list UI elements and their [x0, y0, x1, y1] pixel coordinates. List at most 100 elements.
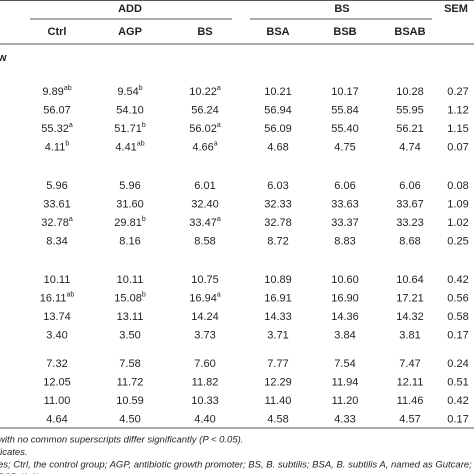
cell-superscript: a — [217, 122, 221, 129]
cell: 7.32 — [46, 358, 67, 370]
cell: 8.72 — [267, 235, 288, 247]
cell: 11.46 — [397, 395, 424, 407]
cell: 16.11ab — [40, 291, 75, 304]
cell-superscript: a — [69, 122, 73, 129]
cell-superscript: b — [139, 85, 143, 92]
group-header: ADD — [118, 3, 142, 15]
column-header: AGP — [118, 26, 142, 38]
cell: 11.82 — [192, 376, 219, 388]
cell: 55.84 — [331, 104, 359, 116]
cell: 55.32a — [41, 122, 73, 135]
cell: 11.40 — [265, 395, 292, 407]
cell: 3.50 — [119, 329, 140, 341]
cell: 0.42 — [447, 395, 468, 407]
cell: 13.74 — [43, 311, 71, 323]
cell: 4.68 — [267, 141, 288, 153]
footnote: with no common superscripts differ signi… — [0, 435, 243, 446]
cell: 0.25 — [447, 235, 468, 247]
cell-superscript: a — [69, 216, 73, 223]
cell-value: 9.54 — [117, 86, 138, 98]
cell: 10.59 — [116, 395, 144, 407]
cell: 10.75 — [191, 274, 219, 286]
cell: 1.15 — [447, 123, 468, 135]
cell: 3.81 — [399, 329, 420, 341]
cell-superscript: a — [217, 216, 221, 223]
cell: 0.56 — [447, 292, 468, 304]
cell-superscript: b — [142, 122, 146, 129]
cell-value: 55.32 — [41, 123, 69, 135]
cell: 1.02 — [447, 217, 468, 229]
cell: 3.40 — [46, 329, 67, 341]
cell: 10.11 — [117, 274, 144, 286]
cell: 10.33 — [191, 395, 219, 407]
cell: 14.32 — [396, 311, 424, 323]
cell: 8.58 — [194, 235, 215, 247]
group-header: BS — [334, 3, 349, 15]
cell: 33.63 — [331, 198, 359, 210]
cell: 7.77 — [267, 358, 288, 370]
footnote: licates. — [0, 447, 28, 458]
cell: 16.90 — [331, 292, 359, 304]
footnote: es; Ctrl, the control group; AGP, antibi… — [0, 460, 474, 471]
cell: 7.60 — [194, 358, 215, 370]
cell: 56.07 — [43, 104, 71, 116]
column-header: BSAB — [394, 26, 425, 38]
cell: 55.95 — [396, 104, 424, 116]
cell: 9.54b — [117, 85, 142, 98]
cell: 56.21 — [396, 123, 424, 135]
cell: 16.94a — [189, 291, 221, 304]
cell-value: 16.94 — [189, 292, 217, 304]
cell-superscript: a — [217, 85, 221, 92]
cell: 4.11b — [45, 140, 70, 153]
column-header: Ctrl — [48, 26, 67, 38]
cell: 32.78 — [264, 217, 292, 229]
cell: 4.40 — [194, 413, 215, 425]
cell-value: 29.81 — [114, 217, 142, 229]
column-header: BSA — [266, 26, 289, 38]
cell: 56.02a — [189, 122, 221, 135]
cell: 6.01 — [194, 180, 215, 192]
cell: 1.12 — [447, 104, 468, 116]
cell: 33.37 — [331, 217, 359, 229]
cell-superscript: b — [142, 216, 146, 223]
cell-value: 9.89 — [42, 86, 63, 98]
cell: 10.28 — [396, 86, 424, 98]
cell-superscript: b — [142, 291, 146, 298]
column-header: BSB — [333, 26, 356, 38]
cell: 6.06 — [399, 180, 420, 192]
cell: 10.60 — [331, 274, 359, 286]
cell-value: 56.02 — [189, 123, 217, 135]
cell: 16.91 — [264, 292, 292, 304]
cell: 4.57 — [399, 413, 420, 425]
cell: 10.17 — [331, 86, 359, 98]
cell: 0.42 — [447, 274, 468, 286]
cell-superscript: b — [65, 140, 69, 147]
cell-value: 51.71 — [114, 123, 142, 135]
cell: 7.54 — [334, 358, 355, 370]
cell: 4.58 — [267, 413, 288, 425]
cell: 33.61 — [43, 198, 71, 210]
cell: 0.51 — [447, 376, 468, 388]
cell: 4.66a — [192, 140, 217, 153]
cell-value: 4.66 — [192, 141, 213, 153]
cell-superscript: a — [214, 140, 218, 147]
cell-value: 33.47 — [189, 217, 217, 229]
cell: 10.21 — [264, 86, 292, 98]
cell: 4.33 — [334, 413, 355, 425]
cell: 17.21 — [396, 292, 424, 304]
cell: 33.47a — [189, 216, 221, 229]
cell: 56.24 — [191, 104, 219, 116]
cell: 10.11 — [44, 274, 71, 286]
cell: 10.22a — [189, 85, 221, 98]
cell: 0.17 — [447, 329, 468, 341]
cell: 54.10 — [116, 104, 144, 116]
cell: 3.84 — [334, 329, 355, 341]
cell: 0.07 — [447, 141, 468, 153]
cell: 1.09 — [447, 198, 468, 210]
cell-value: 15.08 — [114, 292, 142, 304]
cell: 15.08b — [114, 291, 146, 304]
cell: 0.17 — [447, 413, 468, 425]
cell-superscript: ab — [137, 140, 145, 147]
cell: 32.33 — [264, 198, 292, 210]
